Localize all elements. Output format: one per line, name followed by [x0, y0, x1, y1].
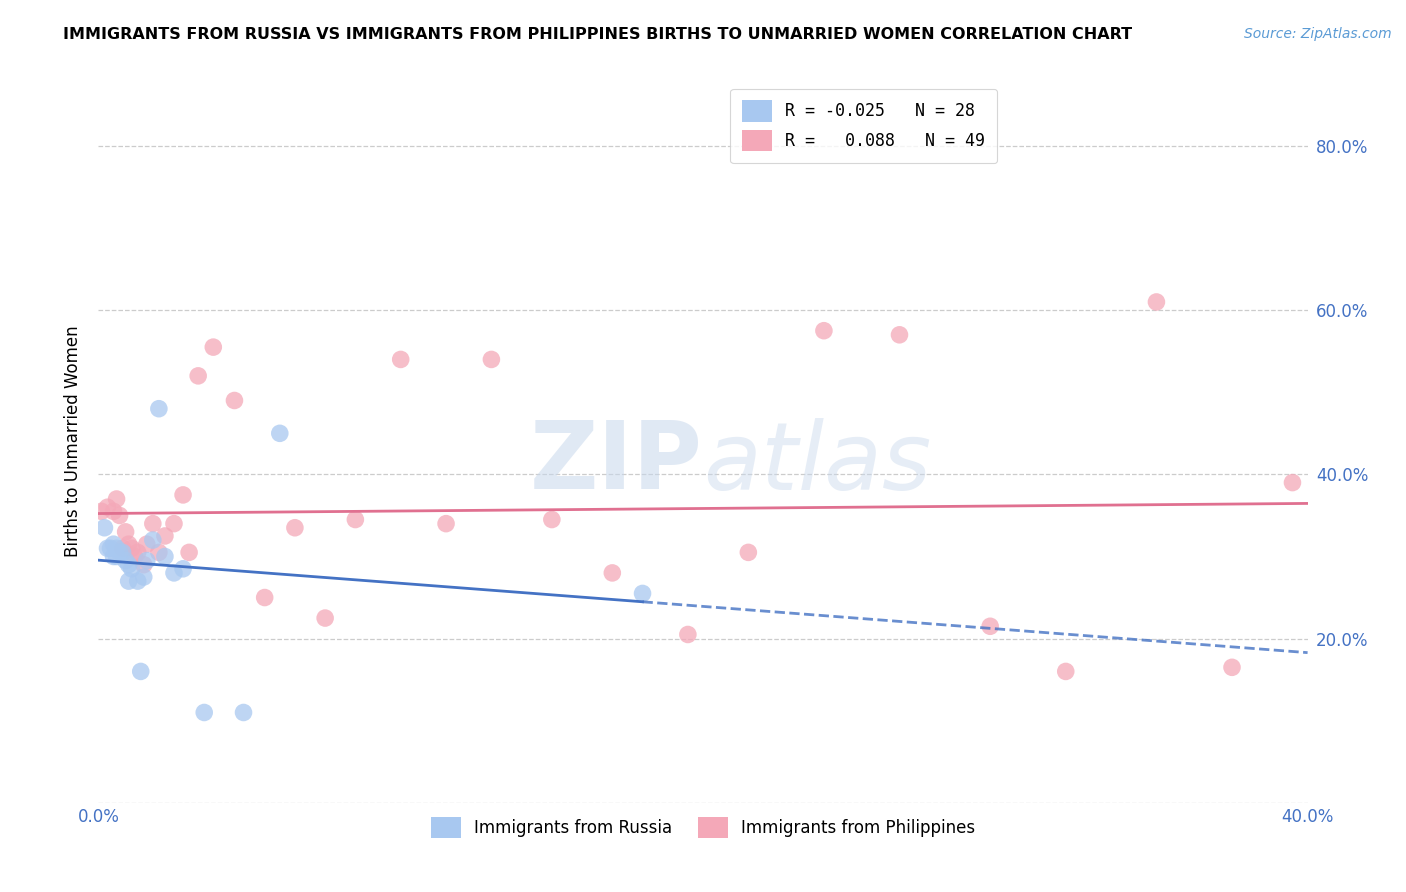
Point [93, 521, 115, 535]
Point [163, 516, 186, 531]
Point [232, 706, 254, 720]
Point [142, 516, 165, 531]
Text: Source: ZipAtlas.com: Source: ZipAtlas.com [1244, 27, 1392, 41]
Legend: Immigrants from Russia, Immigrants from Philippines: Immigrants from Russia, Immigrants from … [425, 810, 981, 845]
Point [187, 368, 209, 383]
Point [148, 545, 170, 559]
Point [114, 524, 136, 539]
Point [103, 504, 125, 518]
Point [121, 541, 143, 556]
Point [129, 665, 152, 679]
Point [108, 508, 131, 523]
Text: ZIP: ZIP [530, 417, 703, 509]
Point [179, 545, 201, 559]
Point [135, 537, 157, 551]
Point [111, 545, 134, 559]
Point [105, 549, 128, 564]
Point [389, 352, 412, 367]
Point [540, 512, 562, 526]
Point [90, 504, 112, 518]
Point [118, 558, 141, 572]
Point [172, 488, 194, 502]
Point [148, 401, 170, 416]
Point [344, 512, 367, 526]
Point [103, 537, 125, 551]
Point [602, 566, 624, 580]
Point [224, 393, 246, 408]
Point [105, 491, 128, 506]
Point [481, 352, 503, 367]
Point [127, 545, 149, 559]
Point [103, 549, 125, 564]
Point [108, 545, 131, 559]
Point [153, 529, 176, 543]
Point [132, 558, 155, 572]
Point [1144, 295, 1167, 310]
Point [1054, 665, 1077, 679]
Point [127, 574, 149, 588]
Point [253, 591, 276, 605]
Point [631, 586, 654, 600]
Point [96, 541, 118, 556]
Point [114, 553, 136, 567]
Text: IMMIGRANTS FROM RUSSIA VS IMMIGRANTS FROM PHILIPPINES BIRTHS TO UNMARRIED WOMEN : IMMIGRANTS FROM RUSSIA VS IMMIGRANTS FRO… [63, 27, 1132, 42]
Y-axis label: Births to Unmarried Women: Births to Unmarried Women [65, 326, 83, 558]
Point [124, 549, 146, 564]
Point [676, 627, 699, 641]
Point [172, 562, 194, 576]
Point [1281, 475, 1303, 490]
Point [314, 611, 336, 625]
Point [111, 541, 134, 556]
Point [163, 566, 186, 580]
Point [193, 706, 215, 720]
Point [813, 324, 835, 338]
Point [100, 541, 122, 556]
Point [284, 521, 307, 535]
Point [142, 533, 165, 547]
Point [889, 327, 911, 342]
Point [118, 574, 141, 588]
Point [132, 570, 155, 584]
Point [153, 549, 176, 564]
Point [118, 537, 141, 551]
Point [979, 619, 1001, 633]
Point [135, 553, 157, 567]
Point [202, 340, 225, 354]
Point [105, 541, 128, 556]
Point [434, 516, 457, 531]
Point [737, 545, 759, 559]
Point [121, 562, 143, 576]
Text: atlas: atlas [703, 417, 931, 508]
Point [1220, 660, 1243, 674]
Point [269, 426, 291, 441]
Point [96, 500, 118, 515]
